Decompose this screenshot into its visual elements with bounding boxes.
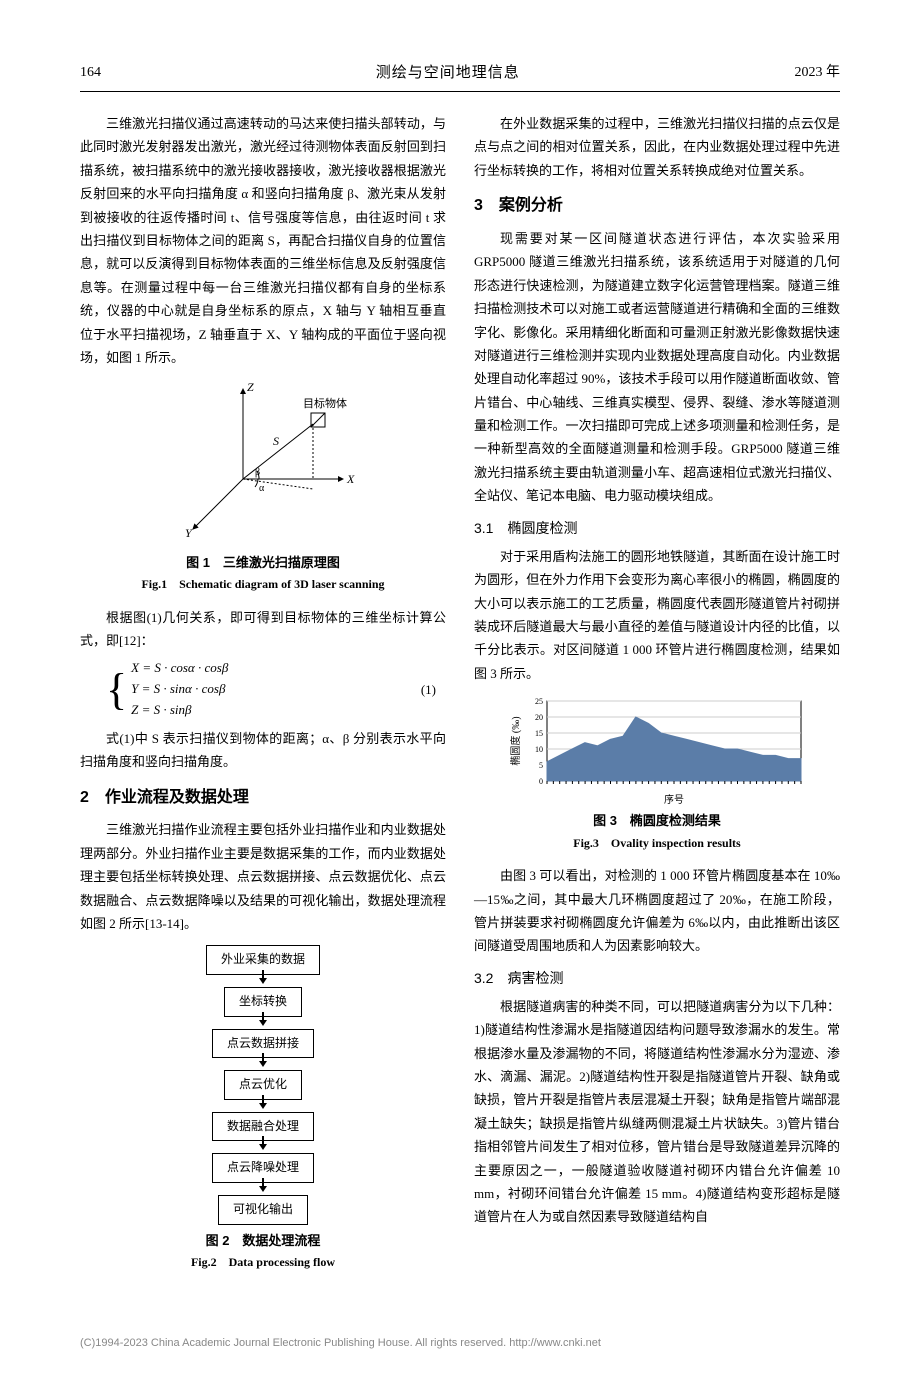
body-paragraph: 现需要对某一区间隧道状态进行评估，本次实验采用 GRP5000 隧道三维激光扫描…: [474, 227, 840, 508]
fig1-caption-cn: 图 1 三维激光扫描原理图: [80, 551, 446, 574]
body-paragraph: 三维激光扫描作业流程主要包括外业扫描作业和内业数据处理两部分。外业扫描作业主要是…: [80, 818, 446, 935]
svg-text:5: 5: [539, 761, 543, 770]
figure-3: 0 5 10 15 20 25 序号 椭圆度 (‰) 图 3 椭圆度检测结果 Fig.3 Ov…: [474, 695, 840, 854]
svg-text:20: 20: [535, 713, 543, 722]
flowchart-arrow-icon: [259, 1103, 267, 1109]
two-column-body: 三维激光扫描仪通过高速转动的马达来使扫描头部转动，与此同时激光发射器发出激光，激…: [80, 112, 840, 1274]
section-2-title: 2 作业流程及数据处理: [80, 784, 446, 813]
figure-2: 外业采集的数据坐标转换点云数据拼接点云优化数据融合处理点云降噪处理可视化输出 图…: [80, 945, 446, 1273]
body-paragraph: 在外业数据采集的过程中，三维激光扫描仪扫描的点云仅是点与点之间的相对位置关系，因…: [474, 112, 840, 182]
equation-1: { X = S · cosα · cosβ Y = S · sinα · cos…: [106, 658, 446, 720]
svg-text:0: 0: [539, 777, 543, 786]
body-paragraph: 根据隧道病害的种类不同，可以把隧道病害分为以下几种：1)隧道结构性渗漏水是指隧道…: [474, 995, 840, 1229]
svg-text:Y: Y: [185, 526, 193, 539]
body-paragraph: 根据图(1)几何关系，即可得到目标物体的三维坐标计算公式，即[12]：: [80, 606, 446, 653]
figure-1: Z X Y S α β 目标物体 图 1 三维激光扫描原理图 Fig.1 Sch…: [80, 379, 446, 595]
svg-text:S: S: [273, 434, 279, 448]
page-header: 164 测绘与空间地理信息 2023 年: [80, 60, 840, 92]
svg-text:15: 15: [535, 729, 543, 738]
svg-text:目标物体: 目标物体: [303, 396, 347, 410]
section-3-title: 3 案例分析: [474, 192, 840, 221]
flowchart-node: 可视化输出: [218, 1195, 308, 1225]
body-paragraph: 式(1)中 S 表示扫描仪到物体的距离；α、β 分别表示水平向扫描角度和竖向扫描…: [80, 727, 446, 774]
eq-number: (1): [421, 678, 446, 701]
year-label: 2023 年: [794, 60, 840, 87]
svg-text:10: 10: [535, 745, 543, 754]
svg-text:β: β: [255, 467, 260, 478]
flowchart-arrow-icon: [259, 1061, 267, 1067]
svg-text:序号: 序号: [664, 793, 684, 805]
flowchart-arrow-icon: [259, 1186, 267, 1192]
flowchart: 外业采集的数据坐标转换点云数据拼接点云优化数据融合处理点云降噪处理可视化输出: [80, 945, 446, 1224]
eq-line: Z = S · sinβ: [131, 700, 228, 721]
fig2-caption-en: Fig.2 Data processing flow: [80, 1252, 446, 1274]
eq-line: X = S · cosα · cosβ: [131, 658, 228, 679]
journal-title: 测绘与空间地理信息: [376, 60, 520, 87]
body-paragraph: 由图 3 可以看出，对检测的 1 000 环管片椭圆度基本在 10‰—15‰之间…: [474, 864, 840, 958]
ovality-area-chart: 0 5 10 15 20 25 序号 椭圆度 (‰): [474, 695, 840, 805]
fig3-caption-en: Fig.3 Ovality inspection results: [474, 833, 840, 855]
body-paragraph: 三维激光扫描仪通过高速转动的马达来使扫描头部转动，与此同时激光发射器发出激光，激…: [80, 112, 446, 369]
eq-line: Y = S · sinα · cosβ: [131, 679, 228, 700]
flowchart-arrow-icon: [259, 1144, 267, 1150]
coord-diagram: Z X Y S α β 目标物体: [163, 379, 363, 539]
body-paragraph: 对于采用盾构法施工的圆形地铁隧道，其断面在设计施工时为圆形，但在外力作用下会变形…: [474, 545, 840, 685]
page-number: 164: [80, 60, 101, 87]
fig1-caption-en: Fig.1 Schematic diagram of 3D laser scan…: [80, 574, 446, 596]
subsection-3-2-title: 3.2 病害检测: [474, 966, 840, 991]
flowchart-arrow-icon: [259, 978, 267, 984]
page-footer: (C)1994-2023 China Academic Journal Elec…: [80, 1334, 840, 1354]
svg-text:X: X: [346, 472, 355, 486]
svg-text:α: α: [259, 483, 265, 494]
svg-text:Z: Z: [247, 380, 254, 394]
svg-text:25: 25: [535, 697, 543, 706]
subsection-3-1-title: 3.1 椭圆度检测: [474, 516, 840, 541]
svg-text:椭圆度 (‰): 椭圆度 (‰): [509, 717, 522, 766]
flowchart-arrow-icon: [259, 1020, 267, 1026]
fig3-caption-cn: 图 3 椭圆度检测结果: [474, 809, 840, 832]
fig2-caption-cn: 图 2 数据处理流程: [80, 1229, 446, 1252]
